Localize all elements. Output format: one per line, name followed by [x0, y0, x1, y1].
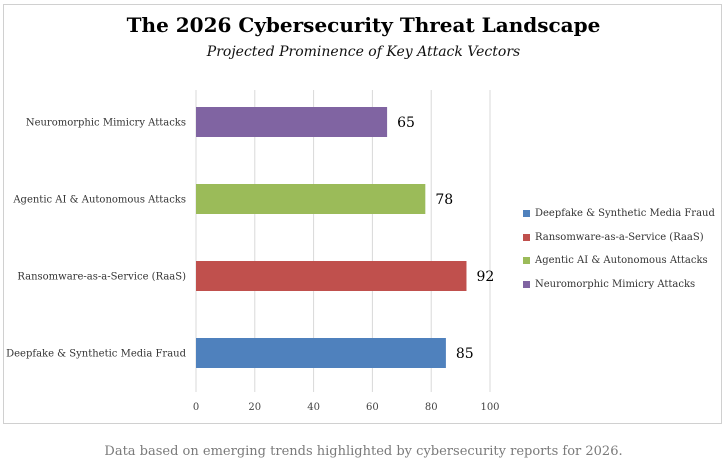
- x-tick-label-40: 40: [307, 402, 320, 413]
- legend-label-3: Neuromorphic Mimicry Attacks: [535, 278, 696, 290]
- legend-swatch-1: [523, 233, 530, 241]
- bar-1: [196, 261, 467, 291]
- category-label-2: Agentic AI & Autonomous Attacks: [12, 195, 186, 206]
- data-label-0: 85: [456, 346, 474, 362]
- legend-label-2: Agentic AI & Autonomous Attacks: [535, 255, 708, 267]
- chart-legend: Deepfake & Synthetic Media Fraud Ransomwa…: [523, 202, 715, 296]
- legend-item-0: Deepfake & Synthetic Media Fraud: [523, 202, 715, 226]
- category-label-1: Ransomware-as-a-Service (RaaS): [17, 272, 186, 283]
- bar-3: [196, 107, 388, 137]
- data-label-1: 92: [476, 269, 494, 285]
- legend-swatch-3: [523, 280, 530, 288]
- legend-label-1: Ransomware-as-a-Service (RaaS): [535, 231, 704, 243]
- legend-item-2: Agentic AI & Autonomous Attacks: [523, 249, 715, 273]
- category-label-0: Deepfake & Synthetic Media Fraud: [6, 349, 186, 360]
- bar-2: [196, 184, 426, 214]
- x-tick-label-0: 0: [193, 402, 199, 413]
- chart-subtitle: Projected Prominence of Key Attack Vecto…: [206, 44, 521, 60]
- chart-title: The 2026 Cybersecurity Threat Landscape: [126, 13, 601, 37]
- legend-label-0: Deepfake & Synthetic Media Fraud: [535, 208, 715, 220]
- footer-note: Data based on emerging trends highlighte…: [104, 444, 623, 459]
- data-label-3: 65: [397, 115, 415, 131]
- bar-chart: 0 20 40 60 80 100 Deepfake & Synthetic Media F…: [6, 90, 500, 413]
- data-label-2: 78: [435, 192, 453, 208]
- x-tick-label-20: 20: [248, 402, 261, 413]
- legend-swatch-2: [523, 257, 530, 265]
- x-tick-label-60: 60: [366, 402, 379, 413]
- x-tick-label-80: 80: [425, 402, 438, 413]
- legend-item-3: Neuromorphic Mimicry Attacks: [523, 273, 715, 297]
- legend-item-1: Ransomware-as-a-Service (RaaS): [523, 226, 715, 250]
- category-label-3: Neuromorphic Mimicry Attacks: [26, 118, 186, 129]
- bar-0: [196, 338, 446, 368]
- legend-swatch-0: [523, 210, 530, 218]
- x-tick-label-100: 100: [480, 402, 499, 413]
